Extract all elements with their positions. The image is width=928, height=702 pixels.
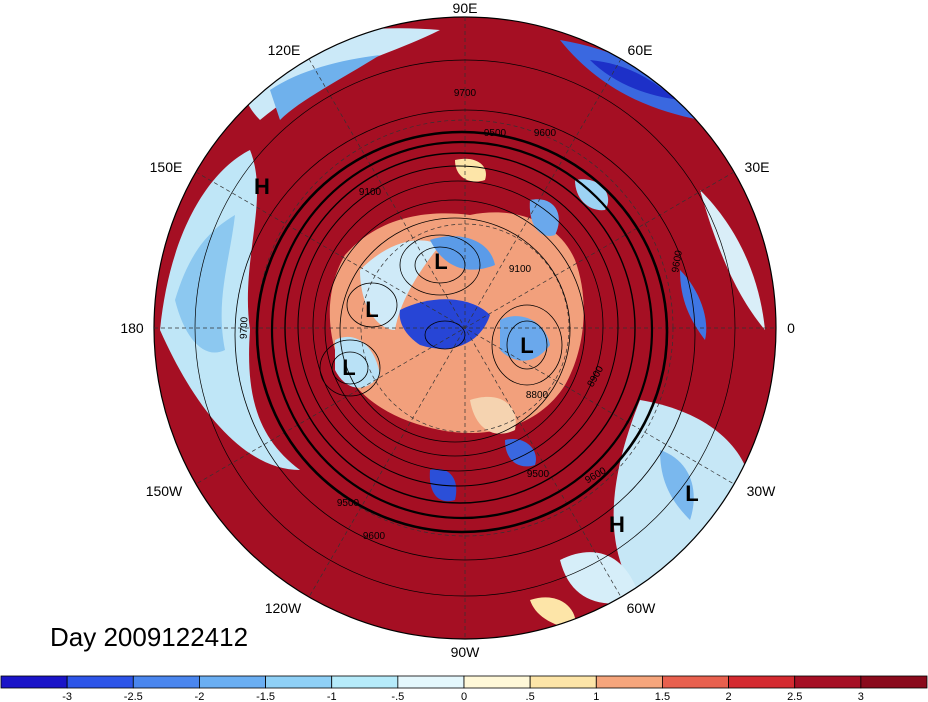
high-marker: H bbox=[254, 174, 270, 199]
colorbar-segment bbox=[331, 675, 399, 689]
colorbar-tick-label: 1.5 bbox=[655, 691, 670, 702]
lon-label-60w: 60W bbox=[627, 600, 657, 616]
colorbar-tick-label: .5 bbox=[526, 691, 535, 702]
colorbar-tick-label: -3 bbox=[62, 691, 72, 702]
colorbar-segment bbox=[397, 675, 465, 689]
colorbar-tick-label: 3 bbox=[858, 691, 864, 702]
lon-label-120e: 120E bbox=[268, 42, 301, 58]
day-label: Day 2009122412 bbox=[50, 622, 248, 652]
colorbar-tick-label: 0 bbox=[461, 691, 467, 702]
contour-label: 9500 bbox=[337, 498, 360, 509]
longitude-labels: 90E 60E 30E 0 30W 60W 90W 120W 150W 180 … bbox=[120, 0, 795, 660]
contour-label: 9500 bbox=[527, 469, 550, 480]
lon-label-90e: 90E bbox=[453, 0, 478, 16]
contour-label: 9100 bbox=[509, 264, 532, 275]
lon-label-150w: 150W bbox=[146, 483, 183, 499]
contour-label: 9600 bbox=[670, 249, 685, 273]
colorbar-tick-label: -2.5 bbox=[124, 691, 143, 702]
colorbar-tick-label: -1.5 bbox=[256, 691, 275, 702]
contour-label: 9700 bbox=[239, 316, 251, 339]
colorbar-segment bbox=[595, 675, 663, 689]
lon-label-150e: 150E bbox=[150, 159, 183, 175]
colorbar-segment bbox=[662, 675, 729, 689]
colorbar-tick-label: -2 bbox=[195, 691, 205, 702]
colorbar-segment bbox=[0, 675, 68, 689]
high-marker: H bbox=[609, 512, 625, 537]
lon-label-90w: 90W bbox=[451, 644, 481, 660]
lon-label-60e: 60E bbox=[628, 42, 653, 58]
contour-label: 9600 bbox=[534, 128, 557, 139]
low-marker: L bbox=[365, 297, 378, 322]
colorbar-segment bbox=[529, 675, 597, 689]
colorbar-segment bbox=[860, 675, 928, 689]
colorbar-segment bbox=[794, 675, 862, 689]
lon-label-30w: 30W bbox=[747, 483, 777, 499]
colorbar-tick-label: -.5 bbox=[391, 691, 404, 702]
colorbar-segment bbox=[199, 675, 266, 689]
colorbar-segment bbox=[132, 675, 200, 689]
contour-label: 9500 bbox=[484, 128, 507, 139]
contour-label: 8800 bbox=[526, 390, 549, 401]
colorbar: -3 -2.5 -2 -1.5 -1 -.5 0 .5 1 1.5 2 2.5 3 bbox=[0, 675, 928, 702]
colorbar-segment bbox=[265, 675, 333, 689]
colorbar-tick-label: 2 bbox=[726, 691, 732, 702]
lon-label-30e: 30E bbox=[745, 159, 770, 175]
colorbar-segment bbox=[463, 675, 531, 689]
low-marker: L bbox=[342, 355, 355, 380]
low-marker: L bbox=[685, 481, 698, 506]
lon-label-0: 0 bbox=[787, 320, 795, 336]
contour-label: 9600 bbox=[363, 531, 386, 542]
colorbar-tick-label: 1 bbox=[593, 691, 599, 702]
colorbar-segment bbox=[66, 675, 134, 689]
low-marker: L bbox=[434, 249, 447, 274]
pressure-systems: H L L L L L H bbox=[254, 174, 699, 537]
lon-label-120w: 120W bbox=[265, 600, 302, 616]
lon-label-180: 180 bbox=[120, 320, 144, 336]
contour-label: 9700 bbox=[454, 88, 477, 99]
colorbar-tick-label: -1 bbox=[327, 691, 337, 702]
colorbar-tick-label: 2.5 bbox=[787, 691, 802, 702]
height-contours bbox=[194, 59, 736, 597]
colorbar-segment bbox=[728, 675, 796, 689]
low-marker: L bbox=[520, 333, 533, 358]
contour-label: 9100 bbox=[359, 187, 382, 198]
